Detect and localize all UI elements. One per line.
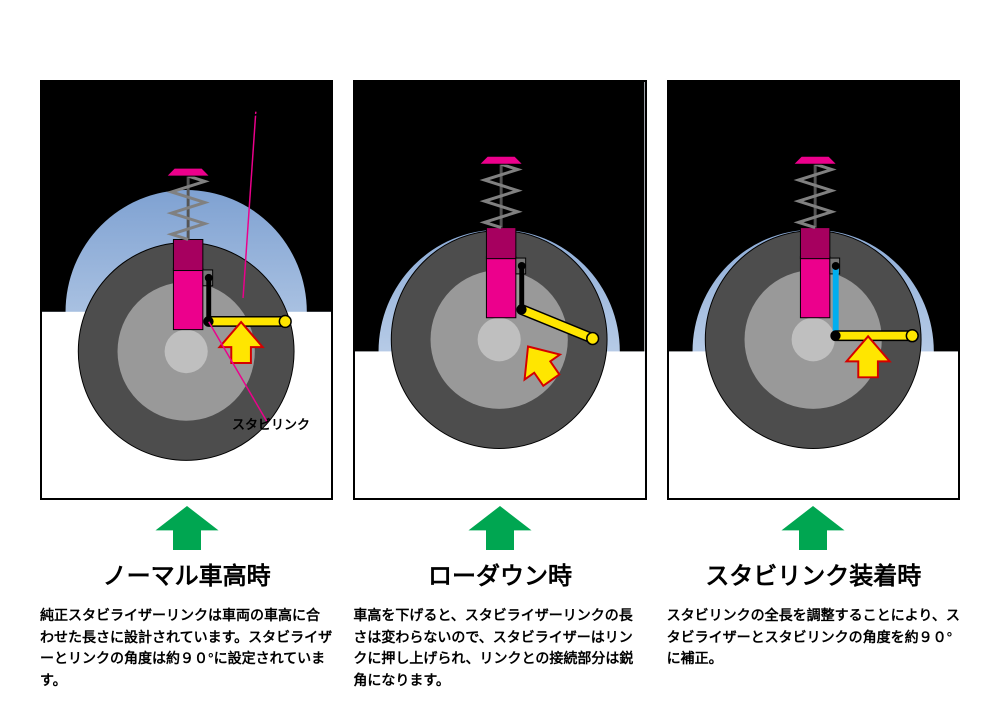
strut-body bbox=[173, 268, 202, 329]
panel-frame bbox=[667, 80, 960, 500]
up-arrow-icon bbox=[778, 504, 848, 552]
panel-adjustable: スタビリンク装着時スタビリンクの全長を調整することにより、スタビライザーとスタビ… bbox=[667, 80, 960, 692]
panels-row: スタビライザースタビリンクノーマル車高時純正スタビライザーリンクは車両の車高に合… bbox=[40, 80, 960, 692]
panel-title: スタビリンク装着時 bbox=[667, 556, 960, 591]
up-arrow-icon bbox=[465, 504, 535, 552]
panel-normal: スタビライザースタビリンクノーマル車高時純正スタビライザーリンクは車両の車高に合… bbox=[40, 80, 333, 692]
diagram-adjustable bbox=[669, 82, 958, 498]
bar-end bbox=[906, 330, 918, 342]
up-arrow-icon bbox=[152, 504, 222, 552]
bar-end bbox=[279, 316, 291, 328]
callout-label: スタビリンク bbox=[232, 414, 310, 433]
strut-body bbox=[487, 257, 516, 318]
ground-arrow bbox=[353, 504, 646, 552]
diagram-lowered bbox=[355, 82, 644, 498]
panel-description: スタビリンクの全長を調整することにより、スタビライザーとスタビリンクの角度を約９… bbox=[667, 605, 960, 670]
panel-description: 純正スタビライザーリンクは車両の車高に合わせた長さに設計されています。スタビライ… bbox=[40, 605, 333, 692]
hub bbox=[791, 318, 834, 362]
panel-frame: スタビライザースタビリンク bbox=[40, 80, 333, 500]
hub bbox=[478, 318, 521, 362]
panel-description: 車高を下げると、スタビライザーリンクの長さは変わらないので、スタビライザーはリン… bbox=[353, 605, 646, 692]
panel-frame bbox=[353, 80, 646, 500]
callout-label: スタビライザー bbox=[220, 100, 311, 119]
panel-title: ローダウン時 bbox=[353, 556, 646, 591]
ground-arrow bbox=[667, 504, 960, 552]
panel-title: ノーマル車高時 bbox=[40, 556, 333, 591]
hub bbox=[165, 330, 208, 374]
ground-arrow bbox=[40, 504, 333, 552]
bar-end bbox=[587, 333, 599, 345]
panel-lowered: ローダウン時車高を下げると、スタビライザーリンクの長さは変わらないので、スタビラ… bbox=[353, 80, 646, 692]
strut-body bbox=[800, 257, 829, 318]
diagram-normal bbox=[42, 82, 331, 498]
